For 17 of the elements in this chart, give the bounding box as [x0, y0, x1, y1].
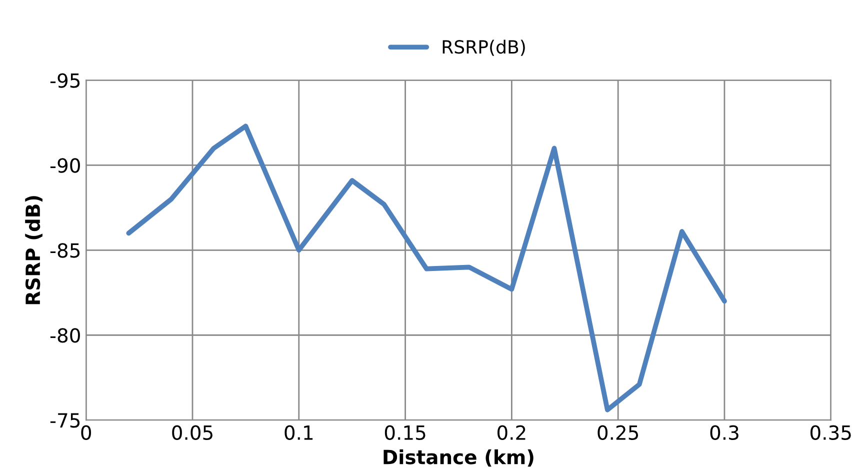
x-tick-label: 0	[81, 425, 91, 440]
x-tick-label: 0.35	[810, 425, 851, 440]
x-tick-label: 0.3	[710, 425, 738, 440]
x-tick-label: 0.1	[284, 425, 313, 440]
x-tick-label: 0.25	[598, 425, 638, 440]
y-tick-label: -85	[50, 243, 80, 258]
line-series	[126, 124, 727, 412]
x-tick-label: 0.2	[498, 425, 526, 440]
x-tick-label: 0.15	[384, 425, 426, 440]
y-tick-label: -80	[50, 328, 80, 343]
y-tick-label: -90	[50, 158, 80, 173]
y-tick-label: -75	[50, 413, 80, 428]
y-axis-title: RSRP (dB)	[25, 196, 42, 304]
legend-label: RSRP(dB)	[442, 40, 525, 56]
y-tick-label: -95	[50, 73, 80, 88]
x-tick-label: 0.05	[172, 425, 212, 440]
x-axis-title: Distance (km)	[384, 449, 534, 467]
